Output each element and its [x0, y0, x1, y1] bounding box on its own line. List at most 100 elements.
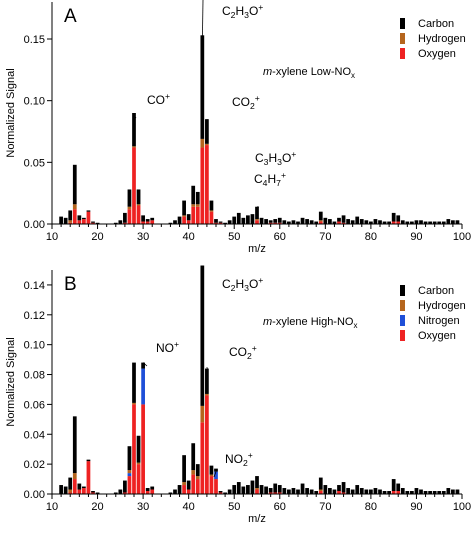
bar-hydrogen-mz28 [132, 146, 136, 148]
bar-oxygen-mz74 [341, 222, 346, 224]
y-tick-label: 0.10 [24, 340, 45, 352]
bar-hydrogen-mz44 [205, 393, 209, 396]
bar-carbon-mz24 [113, 222, 118, 224]
bar-hydrogen-mz39 [182, 215, 186, 217]
bar-oxygen-mz59 [273, 222, 278, 224]
bar-carbon-mz81 [373, 219, 378, 224]
bar-oxygen-mz58 [268, 222, 273, 224]
bar-nitrogen-mz27 [127, 473, 132, 477]
bar-oxygen-mz69 [318, 491, 323, 494]
peak-label: CO2​+​ [229, 343, 257, 361]
bar-carbon-mz63 [291, 488, 296, 494]
x-tick-label: 30 [137, 501, 149, 513]
bar-carbon-mz64 [296, 489, 300, 494]
bar-carbon-mz70 [323, 485, 328, 494]
bar-carbon-mz97 [446, 219, 451, 224]
peak-leader-line [206, 119, 209, 123]
bar-carbon-mz91 [419, 220, 423, 224]
bar-carbon-mz50 [232, 216, 237, 224]
bar-hydrogen-mz28 [132, 402, 136, 405]
bar-oxygen-mz42 [195, 479, 200, 494]
bar-carbon-mz73 [337, 217, 341, 222]
bar-carbon-mz83 [382, 221, 387, 224]
peak-leader-line [133, 115, 137, 119]
panel-subtitle: m-xylene Low-NOx [263, 66, 355, 80]
bar-carbon-mz38 [177, 216, 182, 224]
bar-oxygen-mz28 [132, 147, 136, 224]
bar-carbon-mz61 [282, 488, 287, 494]
bar-carbon-mz57 [264, 486, 268, 494]
bar-carbon-mz86 [396, 215, 401, 222]
bar-carbon-mz20 [95, 492, 100, 494]
bar-oxygen-mz28 [132, 404, 136, 494]
bar-carbon-mz43 [200, 35, 205, 139]
x-tick-label: 40 [183, 231, 195, 243]
bar-carbon-mz40 [186, 480, 191, 490]
peak-leader-line [201, 265, 204, 273]
panel-a-chart: 10 20 30 40 50 60 70 80 90 100 m/z 0.00 0.05 0.10 0.15… [5, 0, 471, 255]
bar-oxygen-mz18 [86, 211, 91, 224]
bar-carbon-mz62 [287, 221, 291, 224]
bar-carbon-mz49 [227, 489, 232, 494]
bar-carbon-mz77 [355, 216, 360, 224]
x-tick-label: 20 [91, 231, 103, 243]
bar-carbon-mz96 [441, 491, 446, 494]
bar-carbon-mz76 [350, 489, 355, 494]
x-tick-label: 50 [228, 231, 240, 243]
x-axis-label: m/z [248, 243, 266, 255]
bar-oxygen-mz47 [218, 492, 223, 494]
legend-swatch-carbon [400, 285, 405, 296]
bar-carbon-mz12 [59, 216, 63, 224]
bar-hydrogen-mz42 [195, 476, 200, 480]
legend-label-nitrogen: Nitrogen [418, 315, 460, 327]
bar-carbon-mz95 [437, 221, 442, 224]
bar-carbon-mz78 [359, 488, 364, 494]
bar-oxygen-mz39 [182, 216, 186, 224]
bar-carbon-mz31 [145, 219, 150, 222]
bar-oxygen-mz17 [82, 488, 86, 494]
bar-carbon-mz90 [414, 220, 419, 224]
peak-label: C2​H3​O+​ [222, 275, 263, 293]
bar-carbon-mz45 [209, 465, 214, 475]
bar-carbon-mz75 [346, 219, 350, 224]
bar-hydrogen-mz29 [136, 204, 141, 206]
bar-carbon-mz46 [214, 468, 218, 472]
bar-carbon-mz26 [123, 480, 127, 493]
bar-carbon-mz63 [291, 220, 296, 224]
bar-carbon-mz69 [318, 211, 323, 221]
bar-carbon-mz29 [136, 435, 141, 463]
bar-carbon-mz15 [72, 164, 77, 205]
bar-oxygen-mz42 [195, 206, 200, 224]
y-tick-label: 0.14 [24, 280, 45, 292]
bar-carbon-mz65 [300, 217, 305, 224]
bar-carbon-mz71 [328, 219, 332, 224]
bar-oxygen-mz74 [341, 492, 346, 494]
bar-carbon-mz85 [391, 212, 396, 222]
bar-hydrogen-mz14 [68, 220, 73, 223]
bar-carbon-mz36 [168, 222, 173, 224]
bar-oxygen-mz85 [391, 221, 396, 224]
bar-hydrogen-mz55 [255, 219, 259, 221]
bar-carbon-mz41 [191, 185, 196, 205]
bar-oxygen-mz43 [200, 147, 205, 224]
x-tick-label: 80 [365, 501, 377, 513]
legend-swatch-oxygen [400, 330, 405, 341]
bar-oxygen-mz85 [391, 491, 396, 494]
bar-carbon-mz92 [423, 221, 428, 224]
bar-carbon-mz54 [250, 480, 255, 494]
x-tick-label: 90 [410, 231, 422, 243]
bar-carbon-mz16 [77, 215, 82, 221]
bar-carbon-mz14 [68, 210, 73, 221]
y-tick-label: 0.00 [24, 219, 45, 231]
y-tick-label: 0.15 [24, 34, 45, 46]
bar-carbon-mz82 [378, 489, 382, 494]
bar-hydrogen-mz44 [205, 143, 209, 146]
x-tick-label: 30 [137, 231, 149, 243]
bar-oxygen-mz40 [186, 489, 191, 494]
bar-carbon-mz66 [305, 488, 309, 494]
bar-carbon-mz39 [182, 455, 186, 483]
y-tick-label: 0.05 [24, 157, 45, 169]
x-tick-label: 10 [46, 231, 58, 243]
bar-oxygen-mz55 [255, 489, 259, 494]
